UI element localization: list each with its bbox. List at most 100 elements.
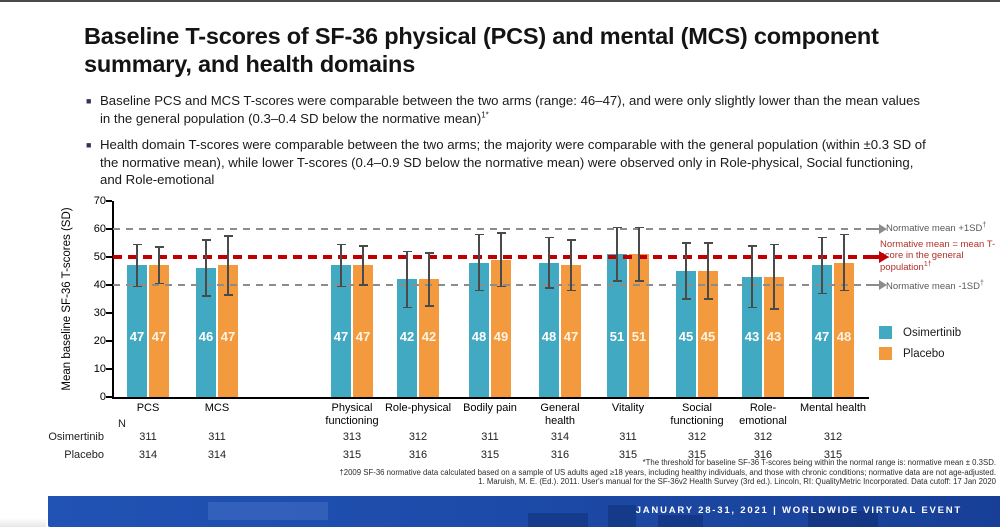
y-axis-line [112,201,114,398]
n-table-cell: 315 [823,449,843,461]
y-tick-mark [106,396,112,398]
error-bar-cap [817,292,827,295]
bar-placebo-mental-health: 48 [834,262,854,397]
bullet-item: ■ Health domain T-scores were comparable… [86,136,931,189]
reference-arrow-line [866,227,879,231]
error-bar-cap [336,243,346,246]
bar-placebo-pcs: 47 [149,265,169,397]
error-bar-cap [747,306,757,309]
error-bar [478,234,480,291]
error-bar [843,234,845,291]
bar-placebo-role-physical: 42 [419,279,439,397]
event-banner: JANUARY 28-31, 2021 | WORLDWIDE VIRTUAL … [48,496,1000,527]
bar-value-label: 47 [129,328,145,344]
n-table-cell: 314 [207,449,227,461]
error-bar-cap [817,236,827,239]
error-bar-cap [154,282,164,285]
top-border [0,0,1000,2]
bar-value-label: 49 [493,328,509,344]
n-table-cell: 312 [408,431,428,443]
y-tick-label: 60 [93,222,106,235]
bullet-square-icon: ■ [86,140,92,151]
error-bar-cap [634,226,644,229]
bar-osimertinib-pcs: 47 [127,265,147,397]
n-table-cell: 311 [481,431,499,443]
error-bar-cap [703,242,713,244]
legend-label-osimertinib: Osimertinib [903,326,962,339]
error-bar-cap [703,298,713,300]
bar-value-label: 47 [333,328,349,344]
bar-placebo-general-health: 47 [561,265,581,397]
bar-placebo-mcs: 47 [218,265,238,397]
annotation-normative-minus1sd: Normative mean -1SD† [886,280,998,292]
error-bar-cap [402,250,412,253]
n-table-cell: 316 [753,449,773,461]
footnote-line: †2009 SF-36 normative data calculated ba… [339,467,996,477]
annotation-superscript: † [979,280,984,287]
bullet-square-icon: ■ [86,96,92,106]
y-tick-mark [106,368,112,370]
bar-value-label: 42 [399,328,415,344]
error-bar [340,244,342,287]
error-bar [136,244,138,287]
bar-value-label: 51 [609,328,625,344]
error-bar-cap [839,289,849,292]
n-row-label-osimertinib: Osimertinib [48,431,104,443]
x-axis-label: Role- emotional [739,402,787,427]
error-bar-cap [223,294,233,296]
error-bar [773,244,775,309]
legend: Osimertinib Placebo [879,322,961,364]
error-bar-cap [358,245,368,247]
error-bar-cap [544,287,554,289]
annotation-text: Normative mean = mean T-score in the gen… [880,239,996,274]
banner-skyline-decor [658,515,703,527]
bar-osimertinib-vitality: 51 [607,254,627,397]
error-bar [638,227,640,281]
error-bar [158,247,160,284]
bar-osimertinib-social-functioning: 45 [676,271,696,397]
bar-value-label: 45 [678,329,694,344]
error-bar-cap [223,235,233,237]
error-bar [707,243,709,299]
legend-swatch-placebo [879,347,892,360]
bar-osimertinib-role-physical: 42 [397,279,417,397]
error-bar-cap [681,298,691,300]
bar-osimertinib-physical-functioning: 47 [331,265,351,397]
bar-value-label: 47 [814,328,830,344]
error-bar-cap [769,243,779,246]
bullet-superscript: 1* [481,110,489,120]
bar-value-label: 48 [836,328,852,344]
bar-osimertinib-general-health: 48 [539,262,559,397]
y-tick-mark [106,284,112,286]
annotation-normative-mean: Normative mean = mean T-score in the gen… [880,239,1000,274]
footnotes: *The threshold for baseline SF-36 T-scor… [236,458,996,487]
bar-value-label: 46 [198,328,214,344]
bar-value-label: 48 [471,328,487,344]
annotation-superscript: 1† [923,261,932,269]
error-bar-cap [424,252,434,254]
error-bar [227,236,229,295]
n-table-cell: 311 [139,431,157,443]
bar-value-label: 42 [421,328,437,344]
error-bar-cap [769,308,779,310]
error-bar [821,237,823,294]
n-table-cell: 314 [550,431,570,443]
bar-placebo-vitality: 51 [629,254,649,397]
x-axis-label: General health [540,402,580,427]
error-bar [205,240,207,297]
y-tick-label: 40 [93,278,106,291]
error-bar [500,233,502,287]
y-tick-label: 0 [99,390,106,403]
bar-value-label: 48 [541,328,557,344]
error-bar-cap [336,285,346,288]
y-tick-mark [106,312,112,314]
annotation-text: Normative mean +1SD [886,223,983,235]
bar-value-label: 43 [766,328,782,344]
error-bar [548,237,550,288]
error-bar-cap [201,295,211,297]
error-bar-cap [544,236,554,239]
error-bar-cap [612,280,622,282]
bar-placebo-social-functioning: 45 [698,271,718,397]
legend-label-placebo: Placebo [903,347,945,360]
